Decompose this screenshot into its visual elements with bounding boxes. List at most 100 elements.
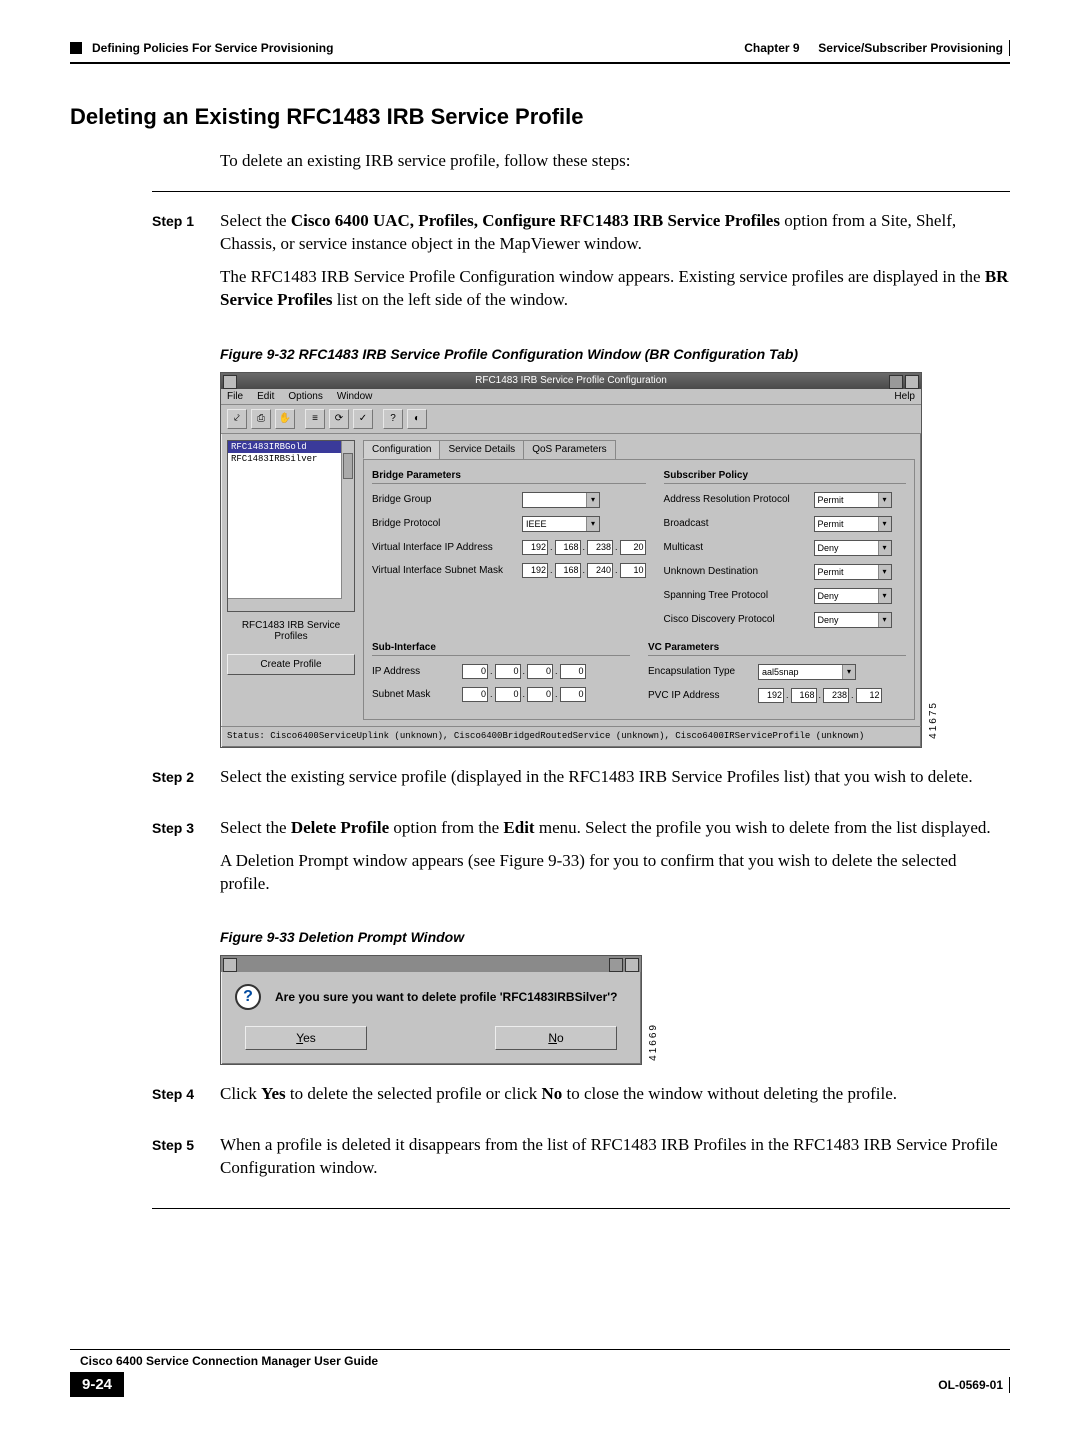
tool-refresh-icon[interactable]: ⟳ <box>329 409 349 429</box>
tool-list-icon[interactable]: ≡ <box>305 409 325 429</box>
deletion-prompt-window: ? Are you sure you want to delete profil… <box>220 955 642 1065</box>
menu-edit[interactable]: Edit <box>257 391 274 402</box>
prompt-titlebar[interactable] <box>221 956 641 972</box>
tool-sync-icon[interactable]: ◐ <box>407 409 427 429</box>
list-item[interactable]: RFC1483IRBSilver <box>228 453 354 465</box>
minimize-icon[interactable] <box>889 375 903 389</box>
bridge-group-field[interactable]: ▾ <box>522 492 600 508</box>
chevron-down-icon: ▾ <box>878 613 891 627</box>
tool-3-icon[interactable]: ✋ <box>275 409 295 429</box>
no-button[interactable]: No <box>495 1026 617 1050</box>
maximize-icon[interactable] <box>625 958 639 972</box>
tab-qos-parameters[interactable]: QoS Parameters <box>523 440 615 459</box>
figure-id: 41675 <box>928 701 939 739</box>
scrollbar-vertical[interactable] <box>341 441 354 611</box>
prompt-message: Are you sure you want to delete profile … <box>275 990 617 1004</box>
list-item[interactable]: RFC1483IRBGold <box>228 441 354 453</box>
bcast-field[interactable]: Permit▾ <box>814 516 892 532</box>
vip-field[interactable]: . . . <box>522 540 646 555</box>
step-end-rule <box>152 1208 1010 1209</box>
si-mask-field[interactable]: . . . <box>462 687 586 702</box>
window-title: RFC1483 IRB Service Profile Configuratio… <box>475 375 667 386</box>
chevron-down-icon: ▾ <box>878 517 891 531</box>
si-ip-label: IP Address <box>372 666 462 677</box>
page-number: 9-24 <box>70 1372 124 1397</box>
doc-id: OL-0569-01 <box>938 1378 1003 1392</box>
udest-field[interactable]: Permit▾ <box>814 564 892 580</box>
step-2: Step 2 Select the existing service profi… <box>70 766 1010 799</box>
cdp-label: Cisco Discovery Protocol <box>664 614 814 625</box>
sysmenu-icon[interactable] <box>223 375 237 389</box>
intro-text: To delete an existing IRB service profil… <box>220 150 1010 173</box>
bridge-group-label: Bridge Group <box>372 494 522 505</box>
pvc-label: PVC IP Address <box>648 690 758 701</box>
sysmenu-icon[interactable] <box>223 958 237 972</box>
header-left: Defining Policies For Service Provisioni… <box>92 41 333 55</box>
chevron-down-icon: ▾ <box>878 493 891 507</box>
tool-help-icon[interactable]: ? <box>383 409 403 429</box>
step-4-label: Step 4 <box>70 1083 220 1116</box>
step-1-text-b: The RFC1483 IRB Service Profile Configur… <box>220 266 1010 312</box>
header-right: Service/Subscriber Provisioning <box>818 41 1003 55</box>
step-4: Step 4 Click Yes to delete the selected … <box>70 1083 1010 1116</box>
step-3-text-a: Select the Delete Profile option from th… <box>220 817 1010 840</box>
divider-icon <box>1009 1377 1010 1393</box>
cdp-field[interactable]: Deny▾ <box>814 612 892 628</box>
tab-service-details[interactable]: Service Details <box>439 440 524 459</box>
tool-1-icon[interactable]: ⤦ <box>227 409 247 429</box>
step-5: Step 5 When a profile is deleted it disa… <box>70 1134 1010 1190</box>
tool-print-icon[interactable]: ⎙ <box>251 409 271 429</box>
udest-label: Unknown Destination <box>664 566 814 577</box>
arp-field[interactable]: Permit▾ <box>814 492 892 508</box>
si-ip-field[interactable]: . . . <box>462 664 586 679</box>
step-2-label: Step 2 <box>70 766 220 799</box>
step-3-label: Step 3 <box>70 817 220 906</box>
status-bar: Status: Cisco6400ServiceUplink (unknown)… <box>221 726 921 747</box>
step-3-text-b: A Deletion Prompt window appears (see Fi… <box>220 850 1010 896</box>
menu-options[interactable]: Options <box>288 391 322 402</box>
page-footer: Cisco 6400 Service Connection Manager Us… <box>70 1349 1010 1397</box>
chevron-down-icon: ▾ <box>878 541 891 555</box>
bridge-proto-field[interactable]: IEEE▾ <box>522 516 600 532</box>
page-header: Defining Policies For Service Provisioni… <box>70 40 1010 60</box>
step-1: Step 1 Select the Cisco 6400 UAC, Profil… <box>70 210 1010 322</box>
chevron-down-icon: ▾ <box>586 493 599 507</box>
step-2-text: Select the existing service profile (dis… <box>220 766 1010 789</box>
figure-id: 41669 <box>648 1023 659 1061</box>
menubar: File Edit Options Window Help <box>221 389 921 405</box>
bridge-panel-title: Bridge Parameters <box>372 470 646 484</box>
mcast-label: Multicast <box>664 542 814 553</box>
tabs: Configuration Service Details QoS Parame… <box>363 440 915 459</box>
step-5-text: When a profile is deleted it disappears … <box>220 1134 1010 1180</box>
si-mask-label: Subnet Mask <box>372 689 462 700</box>
header-chapter: Chapter 9 <box>744 41 799 55</box>
scrollbar-horizontal[interactable] <box>228 598 342 611</box>
bcast-label: Broadcast <box>664 518 814 529</box>
enc-field[interactable]: aal5snap▾ <box>758 664 856 680</box>
step-start-rule <box>152 191 1010 192</box>
service-profile-list[interactable]: RFC1483IRBGold RFC1483IRBSilver <box>227 440 355 612</box>
question-icon: ? <box>235 984 261 1010</box>
header-marker-icon <box>70 42 82 54</box>
menu-help[interactable]: Help <box>894 391 915 402</box>
tab-configuration[interactable]: Configuration <box>363 440 440 459</box>
step-3: Step 3 Select the Delete Profile option … <box>70 817 1010 906</box>
yes-button[interactable]: Yes <box>245 1026 367 1050</box>
subinterface-panel-title: Sub-Interface <box>372 642 630 656</box>
pvc-field[interactable]: . . . <box>758 688 882 703</box>
minimize-icon[interactable] <box>609 958 623 972</box>
menu-file[interactable]: File <box>227 391 243 402</box>
stp-field[interactable]: Deny▾ <box>814 588 892 604</box>
tool-check-icon[interactable]: ✓ <box>353 409 373 429</box>
menu-window[interactable]: Window <box>337 391 373 402</box>
window-titlebar[interactable]: RFC1483 IRB Service Profile Configuratio… <box>221 373 921 389</box>
vmask-label: Virtual Interface Subnet Mask <box>372 565 522 576</box>
vmask-field[interactable]: . . . <box>522 563 646 578</box>
create-profile-button[interactable]: Create Profile <box>227 654 355 675</box>
step-4-text: Click Yes to delete the selected profile… <box>220 1083 1010 1106</box>
chevron-down-icon: ▾ <box>586 517 599 531</box>
chevron-down-icon: ▾ <box>878 589 891 603</box>
mcast-field[interactable]: Deny▾ <box>814 540 892 556</box>
chevron-down-icon: ▾ <box>842 665 855 679</box>
maximize-icon[interactable] <box>905 375 919 389</box>
